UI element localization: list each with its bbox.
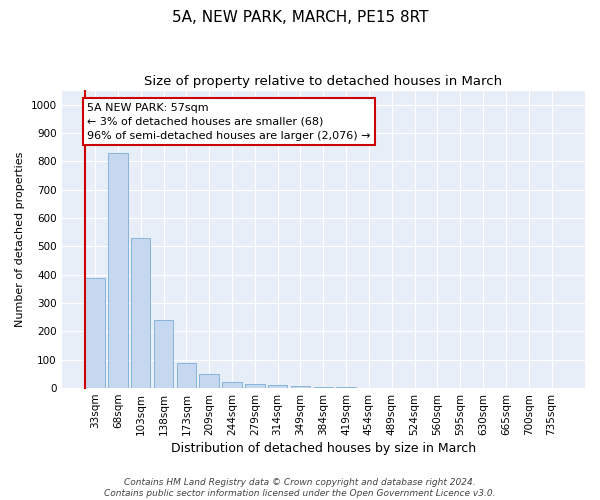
Bar	[222, 382, 242, 388]
Bar	[314, 386, 333, 388]
Bar	[337, 387, 356, 388]
Bar	[108, 153, 128, 388]
Bar	[85, 278, 105, 388]
Text: 5A NEW PARK: 57sqm
← 3% of detached houses are smaller (68)
96% of semi-detached: 5A NEW PARK: 57sqm ← 3% of detached hous…	[87, 102, 371, 141]
Text: 5A, NEW PARK, MARCH, PE15 8RT: 5A, NEW PARK, MARCH, PE15 8RT	[172, 10, 428, 25]
Bar	[131, 238, 151, 388]
X-axis label: Distribution of detached houses by size in March: Distribution of detached houses by size …	[171, 442, 476, 455]
Bar	[176, 362, 196, 388]
Bar	[245, 384, 265, 388]
Bar	[291, 386, 310, 388]
Bar	[154, 320, 173, 388]
Text: Contains HM Land Registry data © Crown copyright and database right 2024.
Contai: Contains HM Land Registry data © Crown c…	[104, 478, 496, 498]
Bar	[268, 385, 287, 388]
Bar	[199, 374, 219, 388]
Y-axis label: Number of detached properties: Number of detached properties	[15, 152, 25, 327]
Title: Size of property relative to detached houses in March: Size of property relative to detached ho…	[144, 75, 502, 88]
